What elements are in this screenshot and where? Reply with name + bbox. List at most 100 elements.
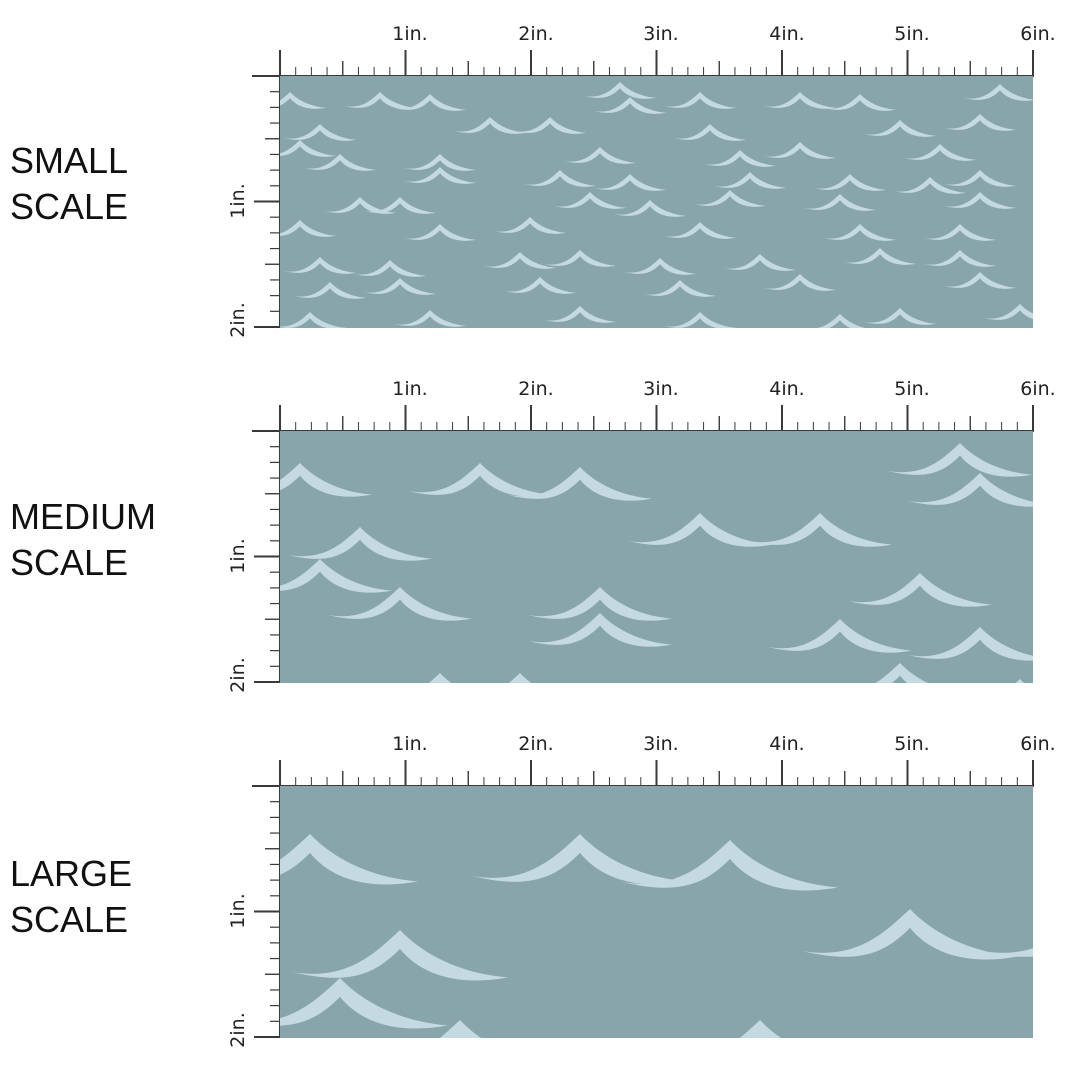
wave-icon bbox=[814, 174, 886, 191]
ruler-label-h-6: 6in. bbox=[1020, 378, 1055, 400]
scale-label-line2: SCALE bbox=[10, 899, 129, 940]
wave-icon bbox=[614, 200, 686, 217]
ruler-label-h-4: 4in. bbox=[769, 23, 804, 45]
wave-icon bbox=[544, 250, 616, 267]
horizontal-ruler bbox=[252, 405, 1034, 432]
ruler-label-h-5: 5in. bbox=[894, 23, 929, 45]
wave-icon bbox=[964, 84, 1033, 101]
wave-icon bbox=[288, 527, 432, 561]
wave-icon bbox=[1015, 679, 1025, 683]
fabric-swatch bbox=[280, 431, 1033, 683]
wave-icon bbox=[594, 174, 666, 191]
wave-icon bbox=[804, 194, 876, 211]
wave-icon bbox=[408, 463, 552, 497]
wave-icon bbox=[982, 948, 1033, 957]
wave-icon bbox=[674, 124, 746, 141]
wave-icon bbox=[944, 114, 1016, 131]
ruler-label-v-1: 1in. bbox=[227, 183, 249, 218]
wave-icon bbox=[888, 443, 1032, 477]
scale-label: SMALL SCALE bbox=[10, 138, 210, 230]
ruler-label-h-4: 4in. bbox=[769, 378, 804, 400]
wave-icon bbox=[354, 260, 426, 277]
ruler-label-v-1: 1in. bbox=[227, 893, 249, 928]
wave-icon bbox=[908, 473, 1033, 507]
wave-icon bbox=[875, 663, 928, 683]
wave-icon bbox=[394, 94, 466, 111]
ruler-label-h-6: 6in. bbox=[1020, 733, 1055, 755]
panel-medium-scale: MEDIUM SCALE 1in. 2in. 3in. 4in. 5in. 6i… bbox=[0, 355, 1080, 710]
panel-large-scale: LARGE SCALE 1in. 2in. 3in. 4in. 5in. 6in… bbox=[0, 710, 1080, 1065]
wave-icon bbox=[304, 154, 376, 171]
wave-icon bbox=[528, 613, 672, 647]
horizontal-ruler bbox=[252, 760, 1034, 787]
wave-pattern bbox=[280, 431, 1033, 683]
ruler-label-v-2: 2in. bbox=[227, 302, 249, 337]
wave-icon bbox=[524, 170, 596, 187]
wave-icon bbox=[714, 172, 786, 189]
wave-icon bbox=[764, 142, 836, 159]
wave-icon bbox=[704, 150, 776, 167]
wave-icon bbox=[280, 834, 418, 885]
wave-pattern bbox=[280, 786, 1033, 1038]
wave-icon bbox=[280, 92, 326, 109]
wave-icon bbox=[280, 559, 392, 593]
wave-icon bbox=[284, 257, 356, 274]
wave-icon bbox=[944, 170, 1016, 187]
ruler-label-h-2: 2in. bbox=[518, 733, 553, 755]
ruler: 1in. 2in. 3in. 4in. 5in. 6in. 1in. 2in. bbox=[227, 378, 1056, 693]
wave-icon bbox=[768, 619, 912, 653]
wave-icon bbox=[594, 97, 666, 114]
wave-icon bbox=[544, 306, 616, 323]
wave-icon bbox=[894, 177, 966, 194]
wave-icon bbox=[294, 282, 366, 299]
wave-icon bbox=[802, 909, 1018, 960]
wave-icon bbox=[514, 117, 586, 134]
panel-small-scale: SMALL SCALE 1in. 2in. 3in. 4in. 5in. 6in… bbox=[0, 0, 1080, 355]
wave-icon bbox=[472, 834, 688, 885]
vertical-ruler bbox=[254, 75, 281, 328]
wave-icon bbox=[739, 1020, 782, 1038]
ruler-label-h-4: 4in. bbox=[769, 733, 804, 755]
scale-label-line1: SMALL bbox=[10, 140, 129, 181]
wave-icon bbox=[284, 124, 356, 141]
wave-icon bbox=[622, 840, 838, 891]
ruler-label-h-3: 3in. bbox=[643, 23, 678, 45]
wave-icon bbox=[439, 1020, 482, 1038]
scale-label: LARGE SCALE bbox=[10, 851, 210, 943]
wave-icon bbox=[280, 463, 372, 497]
ruler-label-h-2: 2in. bbox=[518, 378, 553, 400]
wave-icon bbox=[694, 190, 766, 207]
wave-icon bbox=[484, 252, 556, 269]
wave-icon bbox=[404, 154, 476, 171]
wave-icon bbox=[508, 673, 532, 683]
vertical-ruler bbox=[254, 785, 281, 1038]
scale-label-line1: MEDIUM bbox=[10, 496, 156, 537]
wave-icon bbox=[504, 277, 576, 294]
scale-label: MEDIUM SCALE bbox=[10, 494, 210, 586]
wave-icon bbox=[664, 222, 736, 239]
vertical-ruler bbox=[254, 430, 281, 683]
wave-icon bbox=[924, 250, 996, 267]
wave-icon bbox=[908, 627, 1033, 661]
ruler-label-h-1: 1in. bbox=[392, 378, 427, 400]
wave-icon bbox=[664, 92, 736, 109]
wave-icon bbox=[844, 248, 916, 265]
wave-icon bbox=[404, 167, 476, 184]
wave-icon bbox=[764, 274, 836, 291]
fabric-swatch bbox=[280, 786, 1033, 1038]
wave-icon bbox=[628, 513, 772, 547]
wave-icon bbox=[554, 192, 626, 209]
wave-icon bbox=[984, 304, 1033, 320]
wave-icon bbox=[528, 587, 672, 621]
wave-icon bbox=[324, 197, 396, 214]
wave-icon bbox=[924, 224, 996, 241]
horizontal-ruler bbox=[252, 50, 1034, 77]
wave-icon bbox=[804, 314, 865, 328]
wave-icon bbox=[404, 224, 476, 241]
wave-icon bbox=[280, 220, 336, 237]
ruler-label-v-2: 2in. bbox=[227, 1012, 249, 1047]
ruler-label-h-1: 1in. bbox=[392, 23, 427, 45]
ruler-label-h-3: 3in. bbox=[643, 378, 678, 400]
wave-icon bbox=[454, 117, 526, 134]
wave-icon bbox=[584, 82, 656, 99]
